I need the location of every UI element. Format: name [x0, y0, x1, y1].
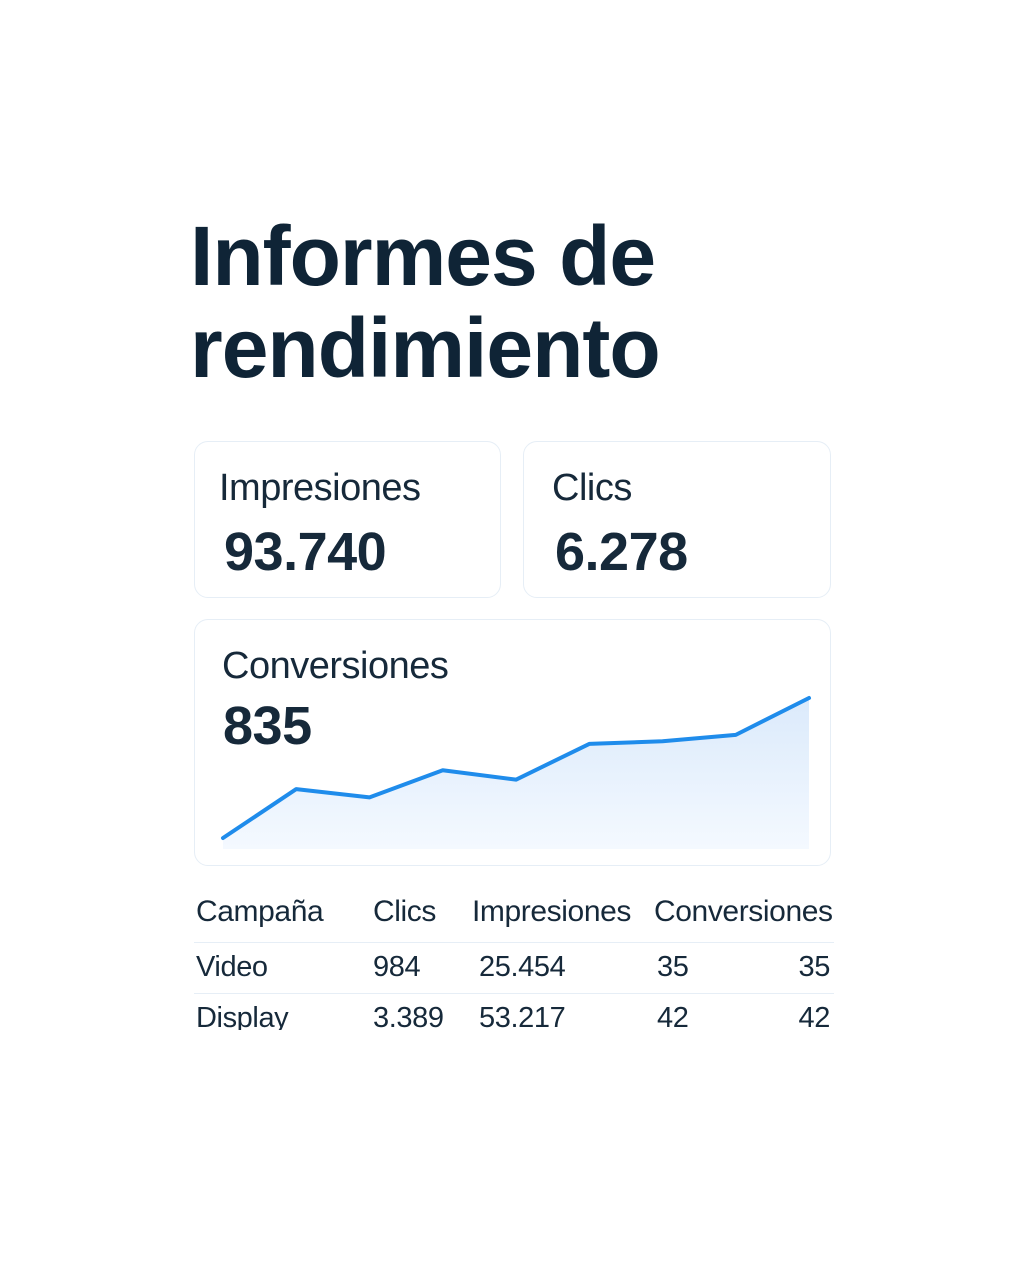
table-header-row: Campaña Clics Impresiones Conversiones [194, 890, 834, 940]
column-header-clicks: Clics [373, 895, 436, 928]
table-row: Display 3.389 53.217 42 42 [194, 993, 834, 1030]
conversions-card: Conversiones 835 [194, 619, 831, 866]
column-header-impressions: Impresiones [472, 895, 632, 928]
conversions-trend-chart [221, 696, 811, 849]
column-header-campaign: Campaña [196, 895, 324, 928]
chart-area-fill [223, 698, 809, 849]
clicks-label: Clics [552, 467, 632, 509]
table-cell-impressions: 53.217 [479, 1002, 566, 1030]
conversions-value: 835 [223, 696, 312, 756]
conversions-label: Conversiones [222, 645, 449, 687]
clicks-value: 6.278 [555, 522, 688, 582]
impressions-label: Impresiones [219, 467, 421, 509]
impressions-card: Impresiones 93.740 [194, 441, 501, 598]
clicks-card: Clics 6.278 [523, 441, 831, 598]
chart-series-line [221, 696, 811, 840]
table-cell-extra: 35 [798, 951, 831, 983]
column-header-conversions: Conversiones [654, 895, 833, 928]
table-cell-impressions: 25.454 [479, 951, 566, 983]
table-row: Video 984 25.454 35 35 [194, 942, 834, 993]
table-cell-conversions: 35 [657, 951, 689, 983]
table-cell-extra: 42 [798, 1002, 831, 1030]
table-cell-clicks: 3.389 [373, 1002, 444, 1030]
campaign-table: Campaña Clics Impresiones Conversiones V… [194, 890, 834, 1030]
table-cell-campaign: Display [196, 1002, 289, 1030]
table-cell-clicks: 984 [373, 951, 421, 983]
table-cell-campaign: Video [196, 951, 268, 983]
table-cell-conversions: 42 [657, 1002, 689, 1030]
page-title: Informes de rendimiento [190, 209, 661, 395]
impressions-value: 93.740 [224, 522, 387, 582]
